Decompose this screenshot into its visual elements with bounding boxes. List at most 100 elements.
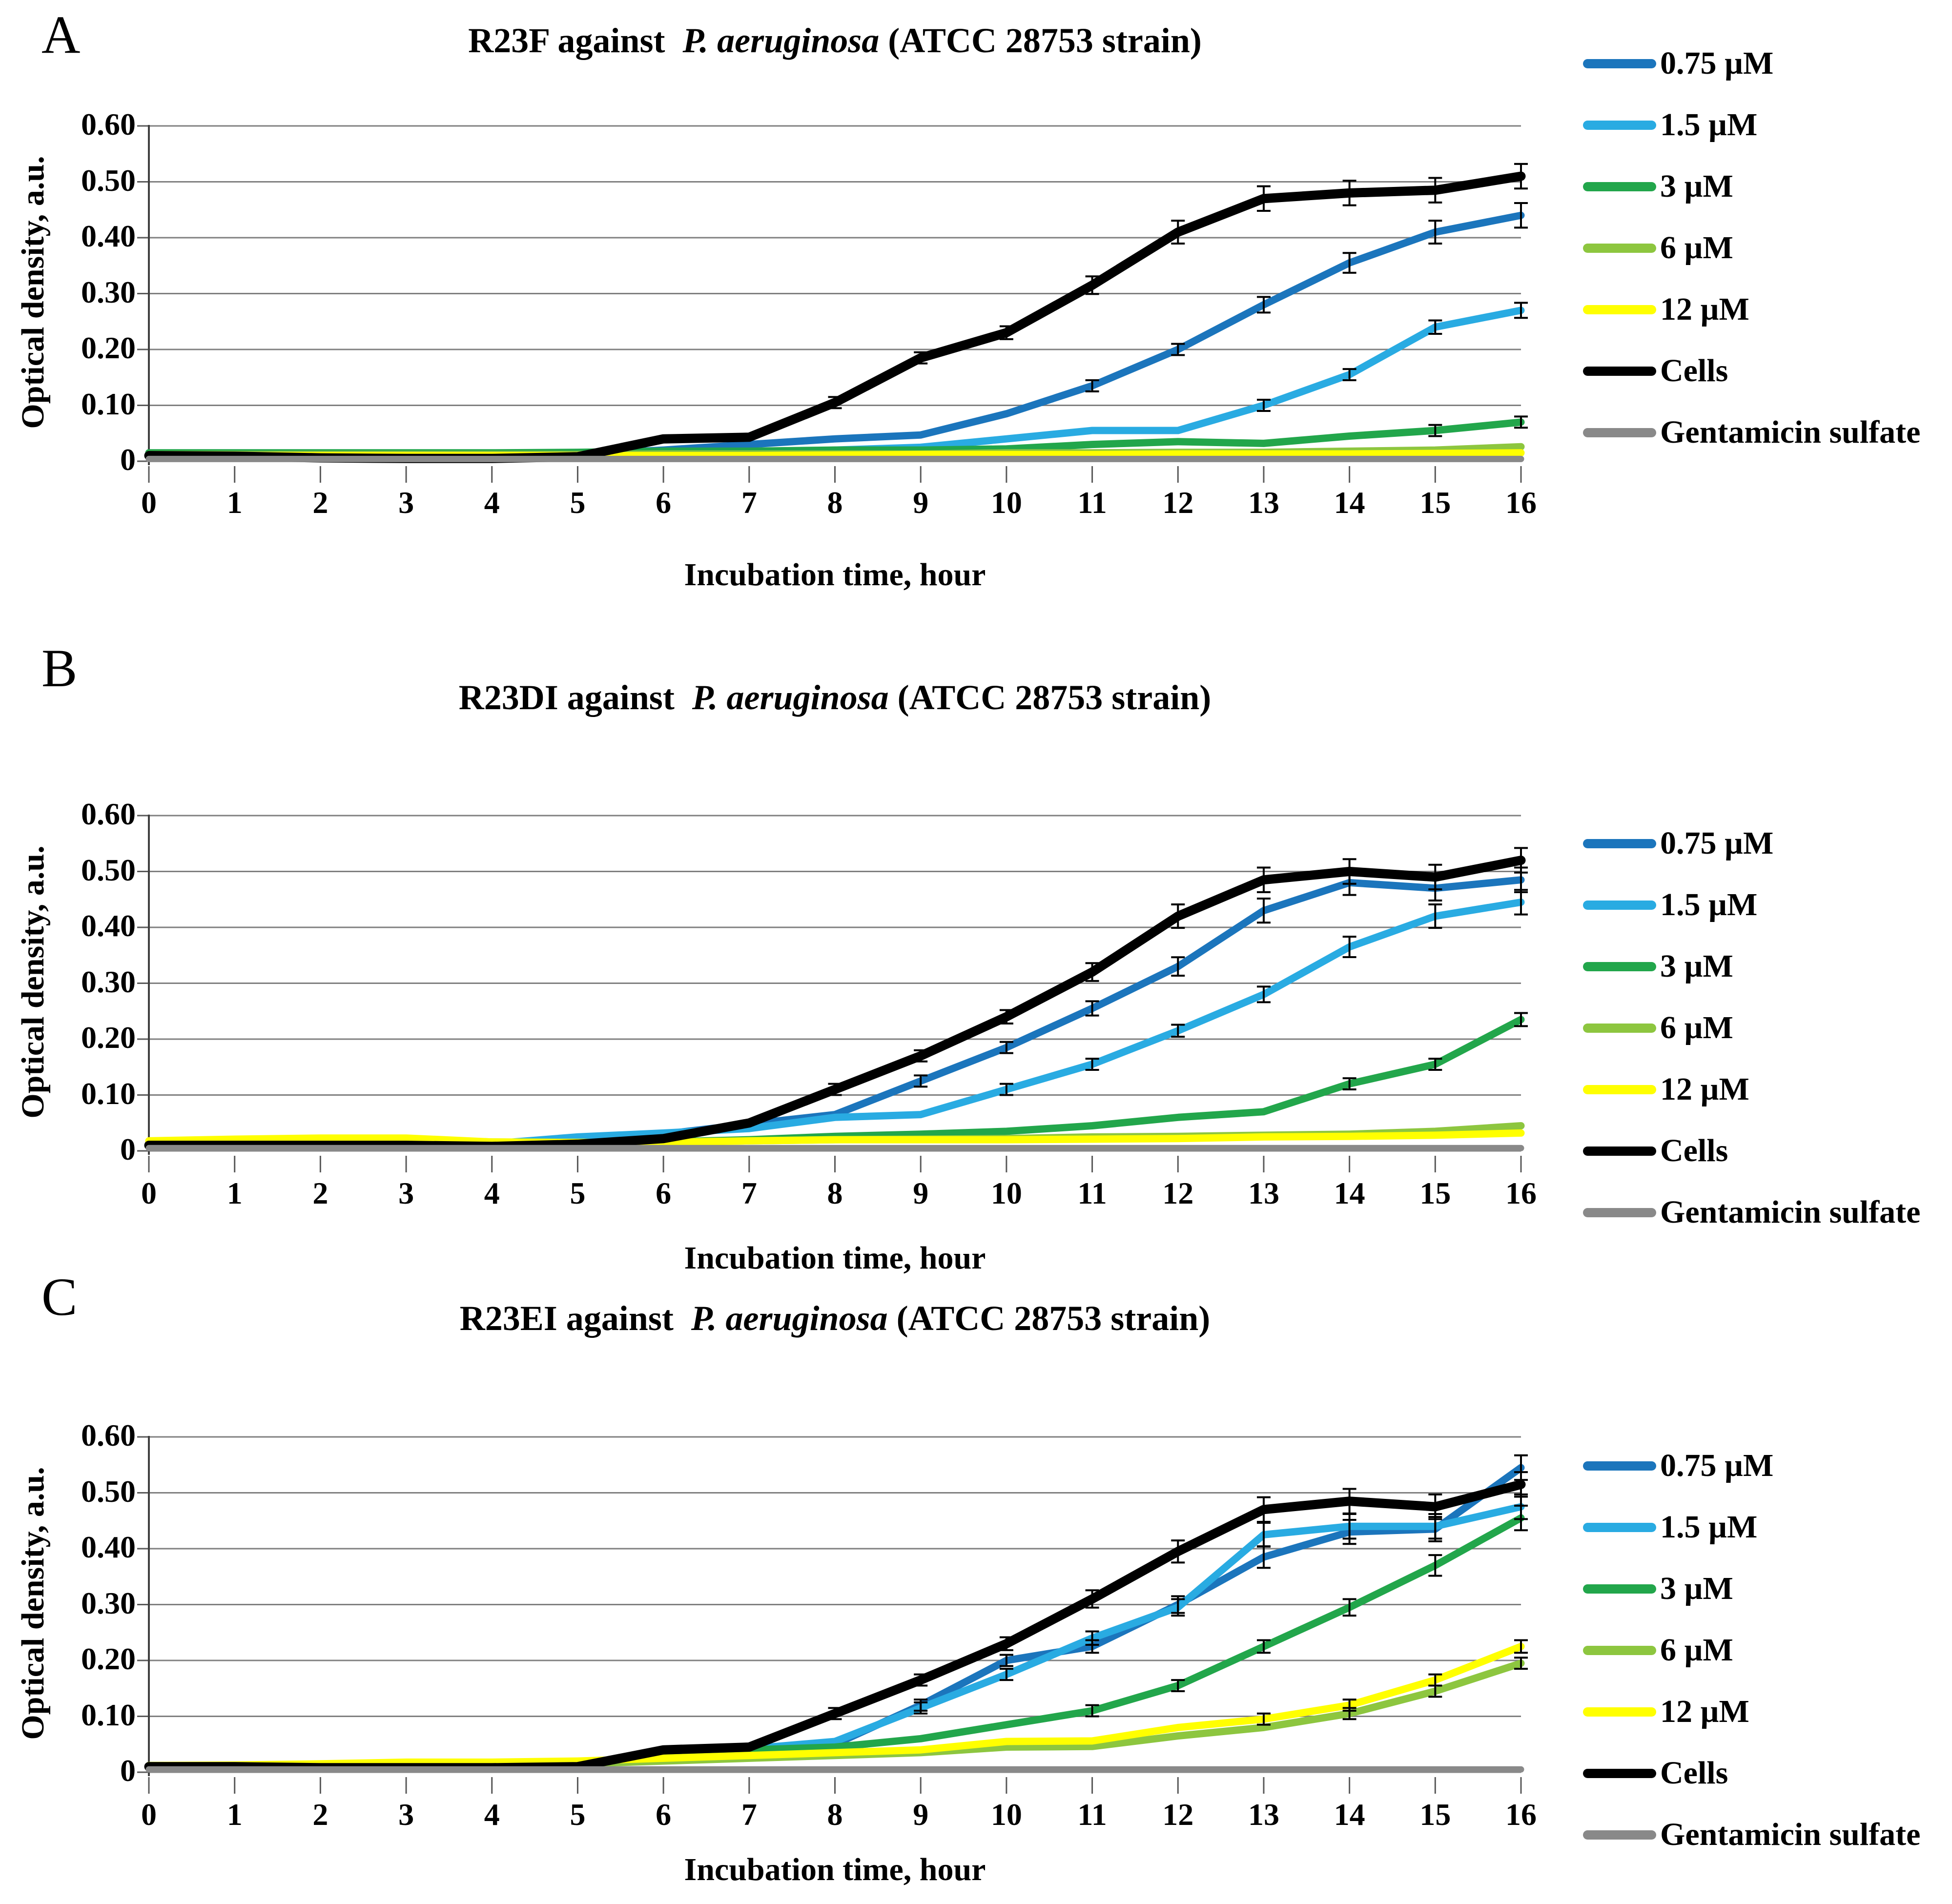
legend-label: Gentamicin sulfate [1660,414,1921,450]
legend-swatch-0.75um [1583,59,1656,68]
x-tick-label: 12 [1162,1797,1194,1832]
legend-label: 1.5 µM [1660,1509,1758,1545]
legend-label: 3 µM [1660,168,1733,204]
legend-label: Cells [1660,1133,1728,1168]
x-tick-label: 10 [990,1176,1022,1210]
x-tick-label: 4 [484,1176,500,1210]
x-tick-label: 2 [312,1176,329,1210]
y-tick-label: 0.30 [81,1585,136,1620]
x-tick-label: 0 [141,1176,157,1210]
x-tick-label: 16 [1505,1176,1537,1210]
x-tick-label: 1 [226,485,243,520]
x-tick-label: 5 [570,485,586,520]
x-tick-label: 4 [484,485,500,520]
legend-item: 0.75 µM [1583,813,1920,874]
legend-swatch-12um [1583,1707,1656,1717]
y-tick-label: 0.40 [81,1530,136,1564]
legend-item: Gentamicin sulfate [1583,402,1920,463]
legend-label: 6 µM [1660,230,1733,266]
legend-label: 1.5 µM [1660,107,1758,143]
x-tick-label: 11 [1077,1797,1107,1832]
y-tick-label: 0.20 [81,330,136,365]
legend-swatch-0.75um [1583,839,1656,848]
legend-label: 3 µM [1660,1571,1733,1606]
legend-item: 1.5 µM [1583,94,1920,156]
y-tick-label: 0.60 [81,107,136,142]
legend-label: 6 µM [1660,1010,1733,1045]
legend-label: 0.75 µM [1660,1448,1774,1483]
legend-item: 6 µM [1583,997,1920,1059]
x-tick-label: 1 [226,1176,243,1210]
chart-title-b: R23DI against P. aeruginosa (ATCC 28753 … [149,677,1521,718]
x-tick-label: 13 [1248,485,1279,520]
x-tick-label: 8 [827,485,843,520]
legend-item: 12 µM [1583,1059,1920,1120]
title-prefix: R23F against [468,21,683,60]
legend-label: 0.75 µM [1660,45,1774,81]
legend-item: 1.5 µM [1583,1496,1920,1558]
legend-swatch-gentamicin [1583,428,1656,437]
legend-label: Cells [1660,353,1728,389]
x-tick-label: 2 [312,485,329,520]
title-species: P. aeruginosa [682,21,880,60]
x-tick-label: 11 [1077,1176,1107,1210]
legend-label: 12 µM [1660,1694,1749,1729]
legend-label: 6 µM [1660,1632,1733,1668]
x-axis-title-b: Incubation time, hour [684,1240,986,1276]
panel-letter-a: A [41,5,81,64]
legend-item: Gentamicin sulfate [1583,1804,1920,1865]
legend-item: Cells [1583,1742,1920,1804]
y-tick-label: 0.60 [81,1418,136,1453]
x-tick-label: 6 [656,1797,672,1832]
x-tick-label: 3 [398,485,414,520]
y-tick-label: 0.10 [81,1076,136,1111]
x-tick-label: 12 [1162,1176,1194,1210]
panel-letter-b: B [41,638,78,698]
y-tick-label: 0.50 [81,852,136,887]
x-tick-label: 14 [1334,1797,1365,1832]
y-tick-label: 0.50 [81,163,136,198]
legend-swatch-6um [1583,243,1656,253]
legend-swatch-cells [1583,366,1656,376]
legend-swatch-0.75um [1583,1461,1656,1471]
y-tick-label: 0.30 [81,274,136,309]
legend-label: Gentamicin sulfate [1660,1194,1921,1230]
legend-label: Gentamicin sulfate [1660,1817,1921,1852]
x-tick-label: 8 [827,1176,843,1210]
legend-item: 0.75 µM [1583,33,1920,94]
x-tick-label: 3 [398,1797,414,1832]
legend-swatch-3um [1583,182,1656,191]
x-tick-label: 15 [1419,1797,1451,1832]
x-tick-label: 9 [913,485,929,520]
legend-label: Cells [1660,1755,1728,1791]
legend-item: 0.75 µM [1583,1435,1920,1496]
title-suffix: (ATCC 28753 strain) [888,678,1212,717]
y-tick-label: 0.20 [81,1641,136,1676]
legend-panel-a: 0.75 µM 1.5 µM 3 µM 6 µM 12 µM Cells Gen… [1583,33,1920,463]
y-tick-label: 0.40 [81,908,136,943]
legend-label: 0.75 µM [1660,825,1774,861]
title-species: P. aeruginosa [691,1299,888,1338]
panel-letter-c: C [41,1267,78,1327]
legend-label: 3 µM [1660,948,1733,984]
title-prefix: R23DI against [458,678,692,717]
y-tick-label: 0.60 [81,797,136,831]
y-tick-label: 0 [120,442,136,477]
legend-label: 12 µM [1660,1071,1749,1107]
x-tick-label: 13 [1248,1797,1279,1832]
x-tick-label: 5 [570,1797,586,1832]
y-tick-label: 0.10 [81,386,136,421]
x-tick-label: 16 [1505,485,1537,520]
legend-label: 12 µM [1660,291,1749,327]
y-tick-label: 0.40 [81,219,136,253]
x-tick-label: 10 [990,1797,1022,1832]
title-suffix: (ATCC 28753 strain) [879,21,1202,60]
legend-panel-b: 0.75 µM 1.5 µM 3 µM 6 µM 12 µM Cells Gen… [1583,813,1920,1243]
legend-swatch-gentamicin [1583,1208,1656,1217]
x-tick-label: 0 [141,485,157,520]
legend-item: 3 µM [1583,936,1920,997]
legend-label: 1.5 µM [1660,887,1758,922]
x-tick-label: 0 [141,1797,157,1832]
